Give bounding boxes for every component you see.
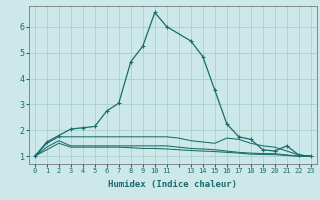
X-axis label: Humidex (Indice chaleur): Humidex (Indice chaleur) bbox=[108, 180, 237, 189]
